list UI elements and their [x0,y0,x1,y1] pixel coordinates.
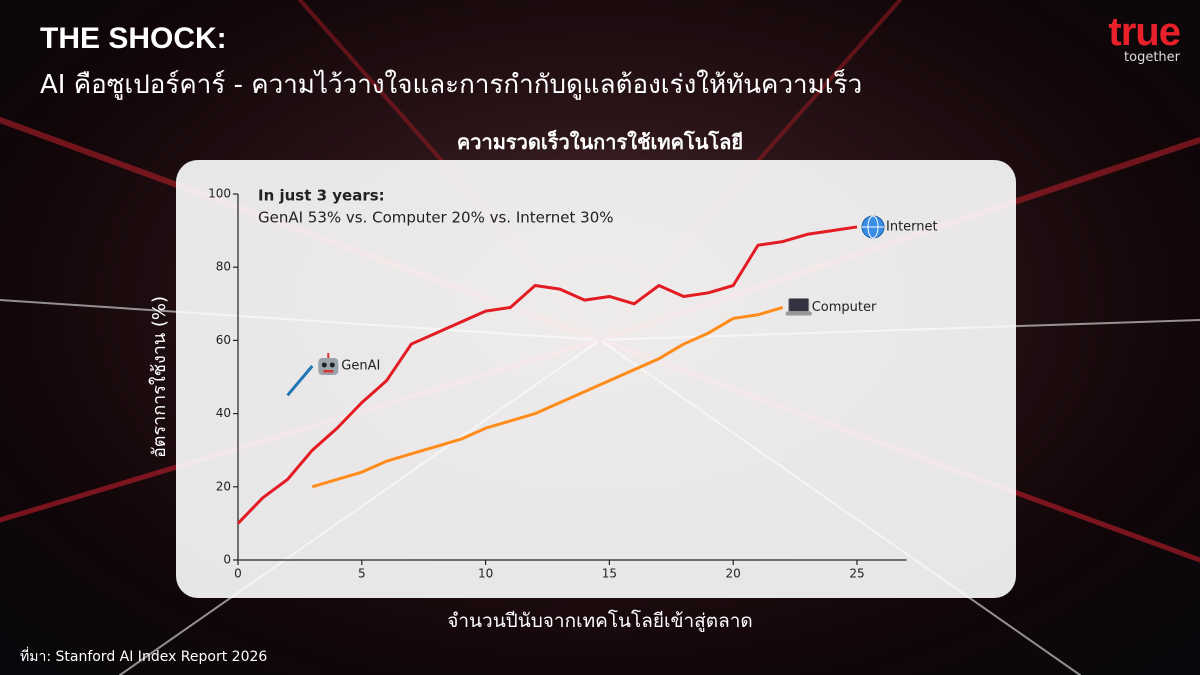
chart-title: ความรวดเร็วในการใช้เทคโนโลยี [456,130,744,154]
y-axis-label: อัตราการใช้งาน (%) [148,296,170,458]
x-tick-label: 25 [849,567,864,581]
headline: THE SHOCK: [40,22,227,55]
y-tick-label: 80 [216,260,231,274]
robot-eye [321,362,327,368]
logo: true together [1108,10,1181,65]
y-tick-label: 100 [208,187,231,201]
series-label: Internet [886,219,938,234]
source-note: ที่มา: Stanford AI Index Report 2026 [20,649,268,665]
subheadline: AI คือซูเปอร์คาร์ - ความไว้วางใจและการกำ… [40,70,863,100]
series-line [236,225,858,525]
y-tick-label: 0 [223,553,231,567]
GenAI-icon [318,353,339,376]
series-label: GenAI [341,359,380,374]
annotation-heading: In just 3 years: [258,187,385,205]
x-tick-label: 5 [358,567,366,581]
y-tick-label: 40 [216,406,231,420]
series-line [286,365,314,397]
laptop-screen [788,297,810,312]
x-tick-label: 10 [478,567,493,581]
series-line [311,306,784,489]
annotation-text: GenAI 53% vs. Computer 20% vs. Internet … [258,209,614,227]
Internet-icon [861,215,885,239]
x-axis-label: จำนวนปีนับจากเทคโนโลยีเข้าสู่ตลาด [447,610,753,632]
logo-word: true [1108,10,1181,54]
x-tick-label: 20 [726,567,741,581]
x-tick-label: 15 [602,567,617,581]
laptop-base [785,311,812,316]
robot-mouth [323,370,334,373]
logo-tagline: together [1124,50,1180,65]
robot-eye [329,362,335,368]
x-tick-label: 0 [234,567,242,581]
series-label: Computer [812,300,877,315]
y-tick-label: 60 [216,333,231,347]
y-tick-label: 20 [216,479,231,493]
Computer-icon [785,297,812,316]
